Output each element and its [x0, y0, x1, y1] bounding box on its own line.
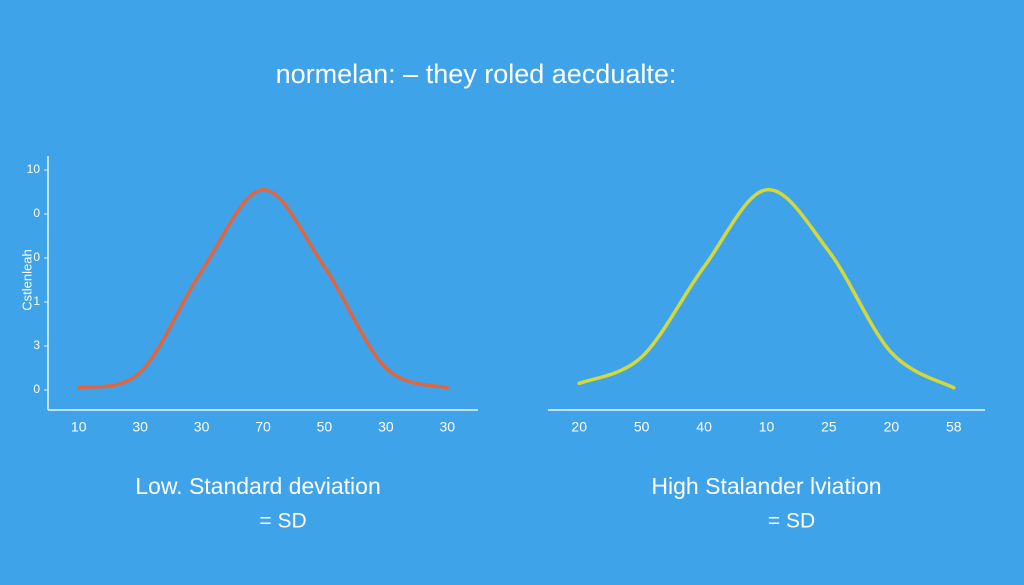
caption: = SD — [768, 510, 815, 533]
y-tick-label: 10 — [27, 162, 41, 176]
x-tick-label: 10 — [71, 419, 87, 435]
x-tick-label: 30 — [132, 419, 148, 435]
x-tick-label: 20 — [884, 419, 900, 435]
caption: Low. Standard deviation — [135, 473, 381, 499]
x-tick-label: 20 — [571, 419, 587, 435]
x-tick-label: 30 — [194, 419, 210, 435]
x-tick-label: 30 — [378, 419, 394, 435]
chart-title: normelan: – they roled aecdualte: — [276, 59, 677, 89]
line — [577, 188, 956, 390]
x-tick-label: 30 — [439, 419, 455, 435]
x-tick-label: 25 — [821, 419, 837, 435]
caption: High Stalander lviation — [651, 473, 881, 499]
y-tick-label: 0 — [33, 250, 40, 264]
caption: = SD — [259, 510, 306, 533]
y-tick-label: 1 — [33, 294, 40, 308]
x-tick-label: 70 — [255, 419, 271, 435]
line — [76, 188, 450, 390]
x-tick-label: 10 — [759, 419, 775, 435]
x-tick-label: 50 — [317, 419, 333, 435]
y-tick-label: 0 — [33, 382, 40, 396]
y-tick-label: 3 — [33, 338, 40, 352]
y-tick-label: 0 — [33, 206, 40, 220]
x-tick-label: 50 — [634, 419, 650, 435]
x-tick-label: 58 — [946, 419, 962, 435]
x-tick-label: 40 — [696, 419, 712, 435]
y-axis-label: Cstlenleah — [19, 249, 34, 310]
